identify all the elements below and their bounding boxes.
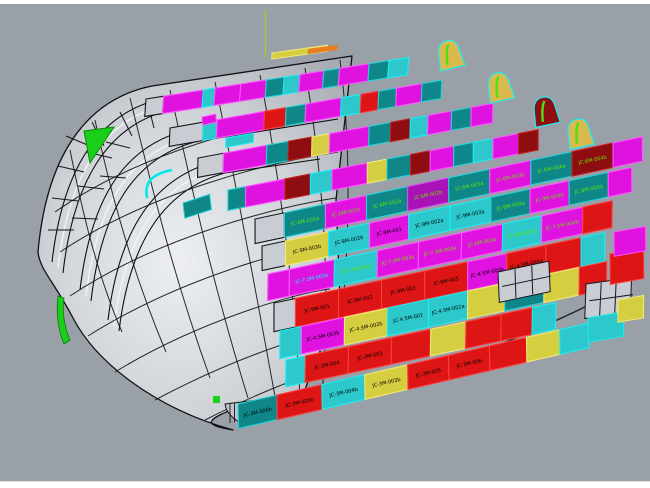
plate-label: JC-9M-001 [303,304,330,315]
green-sliver-panel[interactable] [56,295,71,345]
cap-highlight [575,122,580,144]
cyan-edge-highlight[interactable] [145,168,173,199]
plate-label: JC-3M-005 [414,368,441,380]
hull-plate[interactable] [385,56,411,79]
green-panel[interactable] [83,126,116,165]
green-chip[interactable] [213,396,220,403]
extra-plate[interactable] [614,294,647,323]
ribbon-end-cap[interactable] [564,117,596,151]
extra-plates [180,44,650,343]
page-margin-bottom [0,482,650,488]
ribbon-end-cap[interactable] [434,38,466,72]
hull-plate[interactable] [603,166,636,198]
plate-row-strake-a: JC-6M-001aJC-6M-001bJC-6M-002aJC-6M-002b… [254,135,647,245]
extra-plate[interactable] [493,260,555,303]
plate-row-strake-f: JC-3M-004 JC-3M-003 [284,301,562,388]
extra-plate[interactable] [307,44,338,55]
cap-highlight [495,76,500,98]
viewport-bottom-rule [0,481,650,483]
extra-plate[interactable] [224,132,255,148]
plate-label: JC-9M-002 [346,294,373,305]
plating-field: JC-6M-001aJC-6M-001bJC-6M-002aJC-6M-002b… [144,56,647,430]
ribbon-end-cap[interactable] [484,70,516,105]
ribbon-end-cap[interactable] [530,95,562,129]
plate-row-ribbon-4 [227,129,542,212]
hull-plate[interactable] [296,70,326,93]
hull-plate[interactable] [577,200,618,235]
plate-row-strake-c: JC-7.5M-005bJC-7.5M-001JC-7.5M-003aJC-7.… [266,200,618,302]
hull-plate[interactable] [467,102,496,128]
plate-label: JC-9M-001 [375,227,402,238]
extra-plate[interactable] [201,113,217,126]
plate-grid-lines [501,265,552,298]
plate-row-ribbon-1 [144,56,411,118]
plate-row-ribbon-3 [196,102,496,179]
hull-plate[interactable] [418,79,445,103]
plate-row-strake-b: JC-9M-003bJC-9M-002bJC-9M-001JC-9M-002aJ… [261,166,636,272]
plate-grid-lines [589,280,633,316]
cap-highlight [541,100,546,122]
extra-plate[interactable] [610,225,650,257]
extra-plate[interactable] [180,193,214,219]
plate-label: JC-9M-005 [432,276,459,287]
cap-highlight [445,43,450,66]
plate-label: JC-3M-006 [455,358,482,370]
plate-label: JC-3M-004 [313,360,340,371]
highlight-panels[interactable] [56,126,430,488]
extra-plate[interactable] [584,311,628,343]
hull-plate[interactable] [608,135,647,169]
page-margin-top [0,0,650,4]
hull-plate[interactable] [555,322,595,355]
hull-plate[interactable] [575,232,610,268]
ribbon-end-caps [434,38,596,151]
hull-plate[interactable] [527,301,562,335]
plate-label: JC-9M-003 [389,285,416,296]
plate-row-ribbon-2 [168,79,445,148]
plate-row-strake-g: JC-3M-006bJC-3M-005bJC-3M-004bJC-3M-003b… [237,322,595,430]
hull-plate[interactable] [515,129,542,155]
plate-label: JC-3M-003 [356,351,383,362]
